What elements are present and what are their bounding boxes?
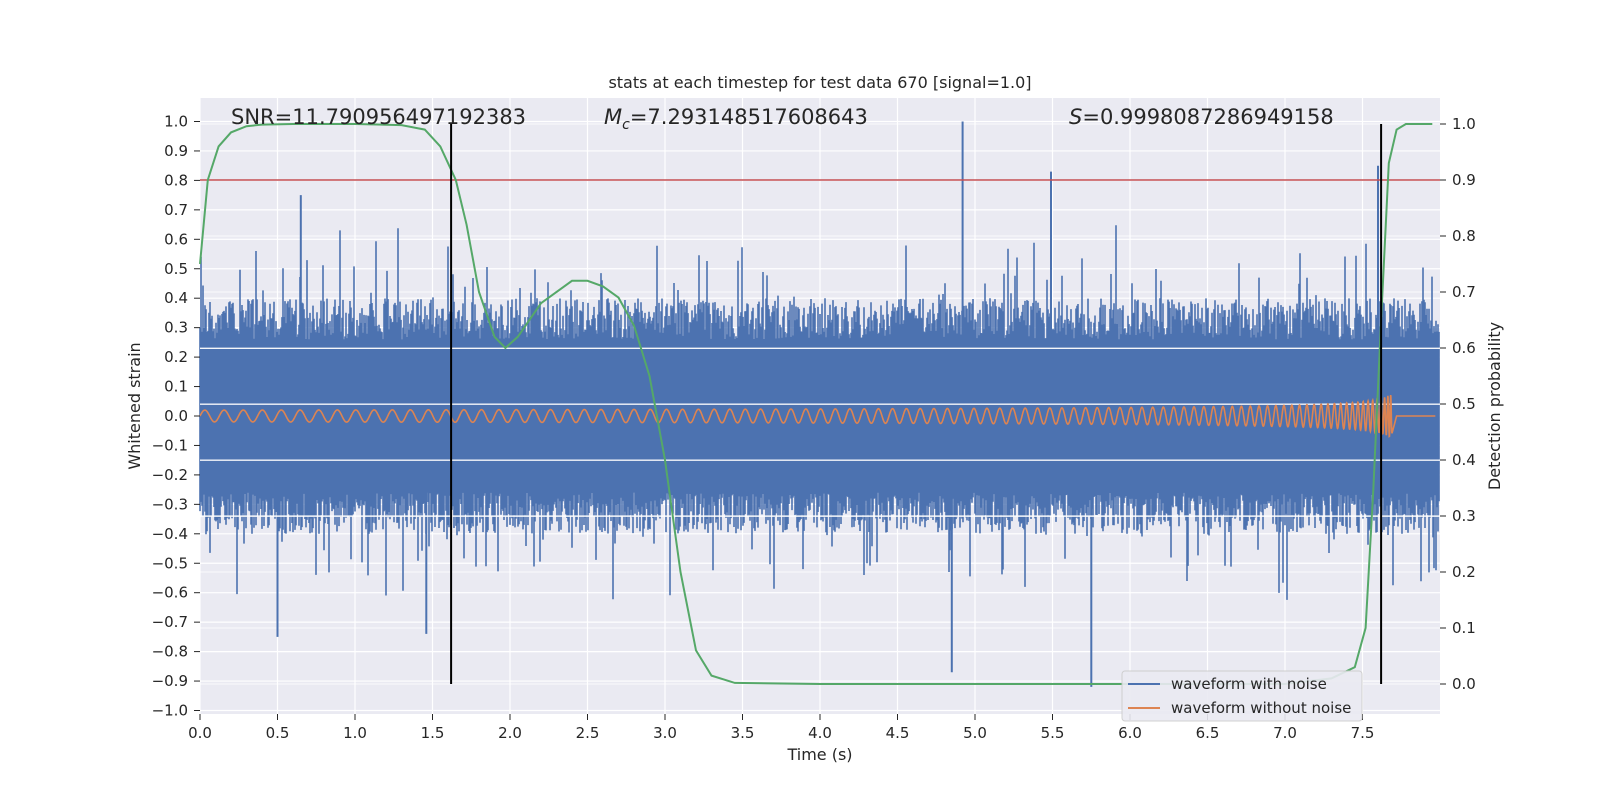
x-tick-label: 7.0 bbox=[1273, 724, 1297, 742]
clean-waveform-line bbox=[199, 394, 1436, 438]
axes: 0.0 0.5 1.0 1.5 2.0 2.5 3.0 3.5 4.0 4.5 5.0 5.5 6.0 6… bbox=[152, 113, 1476, 743]
noise-waveform-peaks bbox=[276, 121, 1379, 687]
y2-tick-label: 0.8 bbox=[1452, 227, 1476, 245]
y-tick-label: −0.2 bbox=[152, 466, 188, 484]
score-annotation: S=0.9998087286949158 bbox=[1069, 105, 1334, 129]
y2-tick-label: 0.3 bbox=[1452, 507, 1476, 525]
white-highlight-lines bbox=[200, 347, 1440, 517]
clean-series bbox=[199, 394, 1436, 438]
y-tick-label: 0.5 bbox=[164, 260, 188, 278]
y2-tick-label: 0.4 bbox=[1452, 451, 1476, 469]
y-tick-label: −1.0 bbox=[152, 702, 188, 720]
y-tick-label: −0.5 bbox=[152, 554, 188, 572]
y-tick-label: −0.3 bbox=[152, 495, 188, 513]
y-tick-label: 1.0 bbox=[164, 113, 188, 131]
x-tick-label: 1.5 bbox=[421, 724, 445, 742]
s-symbol: S bbox=[1069, 105, 1082, 129]
y-tick-label: −0.4 bbox=[152, 525, 188, 543]
x-tick-label: 2.0 bbox=[498, 724, 522, 742]
probability-series bbox=[199, 123, 1433, 685]
y-tick-label: 0.6 bbox=[164, 230, 188, 248]
x-tick-label: 4.0 bbox=[808, 724, 832, 742]
x-tick-label: 3.5 bbox=[731, 724, 755, 742]
y2-tick-label: 0.9 bbox=[1452, 171, 1476, 189]
x-tick-label: 6.0 bbox=[1118, 724, 1142, 742]
y-tick-label: 0.3 bbox=[164, 319, 188, 337]
y-axis-label: Whitened strain bbox=[125, 342, 144, 469]
legend-label-noise: waveform with noise bbox=[1171, 675, 1327, 693]
y2-tick-label: 1.0 bbox=[1452, 115, 1476, 133]
y-tick-label: 0.9 bbox=[164, 142, 188, 160]
mc-symbol: M bbox=[604, 105, 622, 129]
y-tick-label: 0.8 bbox=[164, 171, 188, 189]
x-tick-label: 2.5 bbox=[576, 724, 600, 742]
y-tick-label: −0.8 bbox=[152, 643, 188, 661]
mc-value: =7.293148517608643 bbox=[630, 105, 868, 129]
x-tick-label: 0.0 bbox=[188, 724, 212, 742]
x-tick-label: 3.0 bbox=[653, 724, 677, 742]
y2-tick-label: 0.2 bbox=[1452, 563, 1476, 581]
y-tick-label: 0.0 bbox=[164, 407, 188, 425]
y2-axis-label: Detection probability bbox=[1485, 322, 1504, 490]
x-tick-label: 5.5 bbox=[1041, 724, 1065, 742]
y-tick-label: −0.7 bbox=[152, 613, 188, 631]
noise-series bbox=[199, 121, 1440, 687]
noise-waveform-fill bbox=[199, 225, 1440, 600]
snr-annotation: SNR=11.790956497192383 bbox=[231, 105, 526, 129]
y-tick-label: −0.1 bbox=[152, 436, 188, 454]
y-tick-label: 0.4 bbox=[164, 289, 188, 307]
s-value: =0.9998087286949158 bbox=[1082, 105, 1333, 129]
y-tick-label: 0.1 bbox=[164, 378, 188, 396]
x-tick-label: 5.0 bbox=[963, 724, 987, 742]
y-tick-label: −0.6 bbox=[152, 584, 188, 602]
x-axis-label: Time (s) bbox=[786, 745, 852, 764]
y-tick-label: 0.2 bbox=[164, 348, 188, 366]
vertical-markers bbox=[450, 124, 1383, 684]
y2-tick-label: 0.6 bbox=[1452, 339, 1476, 357]
x-tick-label: 6.5 bbox=[1196, 724, 1220, 742]
x-tick-label: 4.5 bbox=[886, 724, 910, 742]
y2-tick-label: 0.1 bbox=[1452, 619, 1476, 637]
x-tick-label: 0.5 bbox=[266, 724, 290, 742]
y2-tick-label: 0.0 bbox=[1452, 675, 1476, 693]
legend-box bbox=[1121, 670, 1363, 722]
x-tick-label: 7.5 bbox=[1351, 724, 1375, 742]
y2-tick-label: 0.5 bbox=[1452, 395, 1476, 413]
legend-label-clean: waveform without noise bbox=[1171, 699, 1351, 717]
detection-probability-line bbox=[199, 123, 1433, 685]
y-tick-label: −0.9 bbox=[152, 672, 188, 690]
mc-subscript: c bbox=[622, 117, 630, 133]
x-tick-label: 1.0 bbox=[343, 724, 367, 742]
y-tick-label: 0.7 bbox=[164, 201, 188, 219]
y2-tick-label: 0.7 bbox=[1452, 283, 1476, 301]
chirp-mass-annotation: Mc=7.293148517608643 bbox=[604, 105, 868, 133]
chart-title: stats at each timestep for test data 670… bbox=[608, 73, 1031, 92]
legend: waveform with noise waveform without noi… bbox=[1121, 670, 1363, 722]
